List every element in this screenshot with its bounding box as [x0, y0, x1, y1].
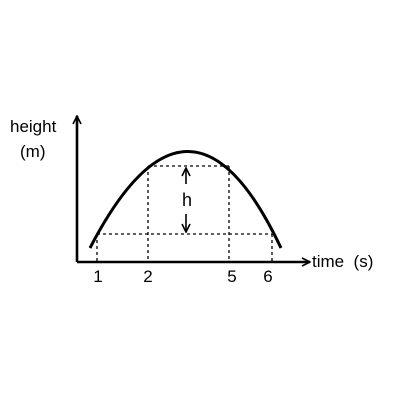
tick-label-t1: 1	[93, 267, 102, 286]
tick-label-t6: 6	[263, 267, 272, 286]
height-gap-label: h	[182, 190, 192, 210]
tick-label-t5: 5	[227, 267, 236, 286]
x-axis-label: time (s)	[312, 252, 373, 271]
y-axis-label-line1: height	[10, 117, 57, 136]
y-axis-label-line2: (m)	[20, 142, 45, 161]
tick-label-t2: 2	[143, 267, 152, 286]
trajectory-curve	[88, 150, 283, 249]
